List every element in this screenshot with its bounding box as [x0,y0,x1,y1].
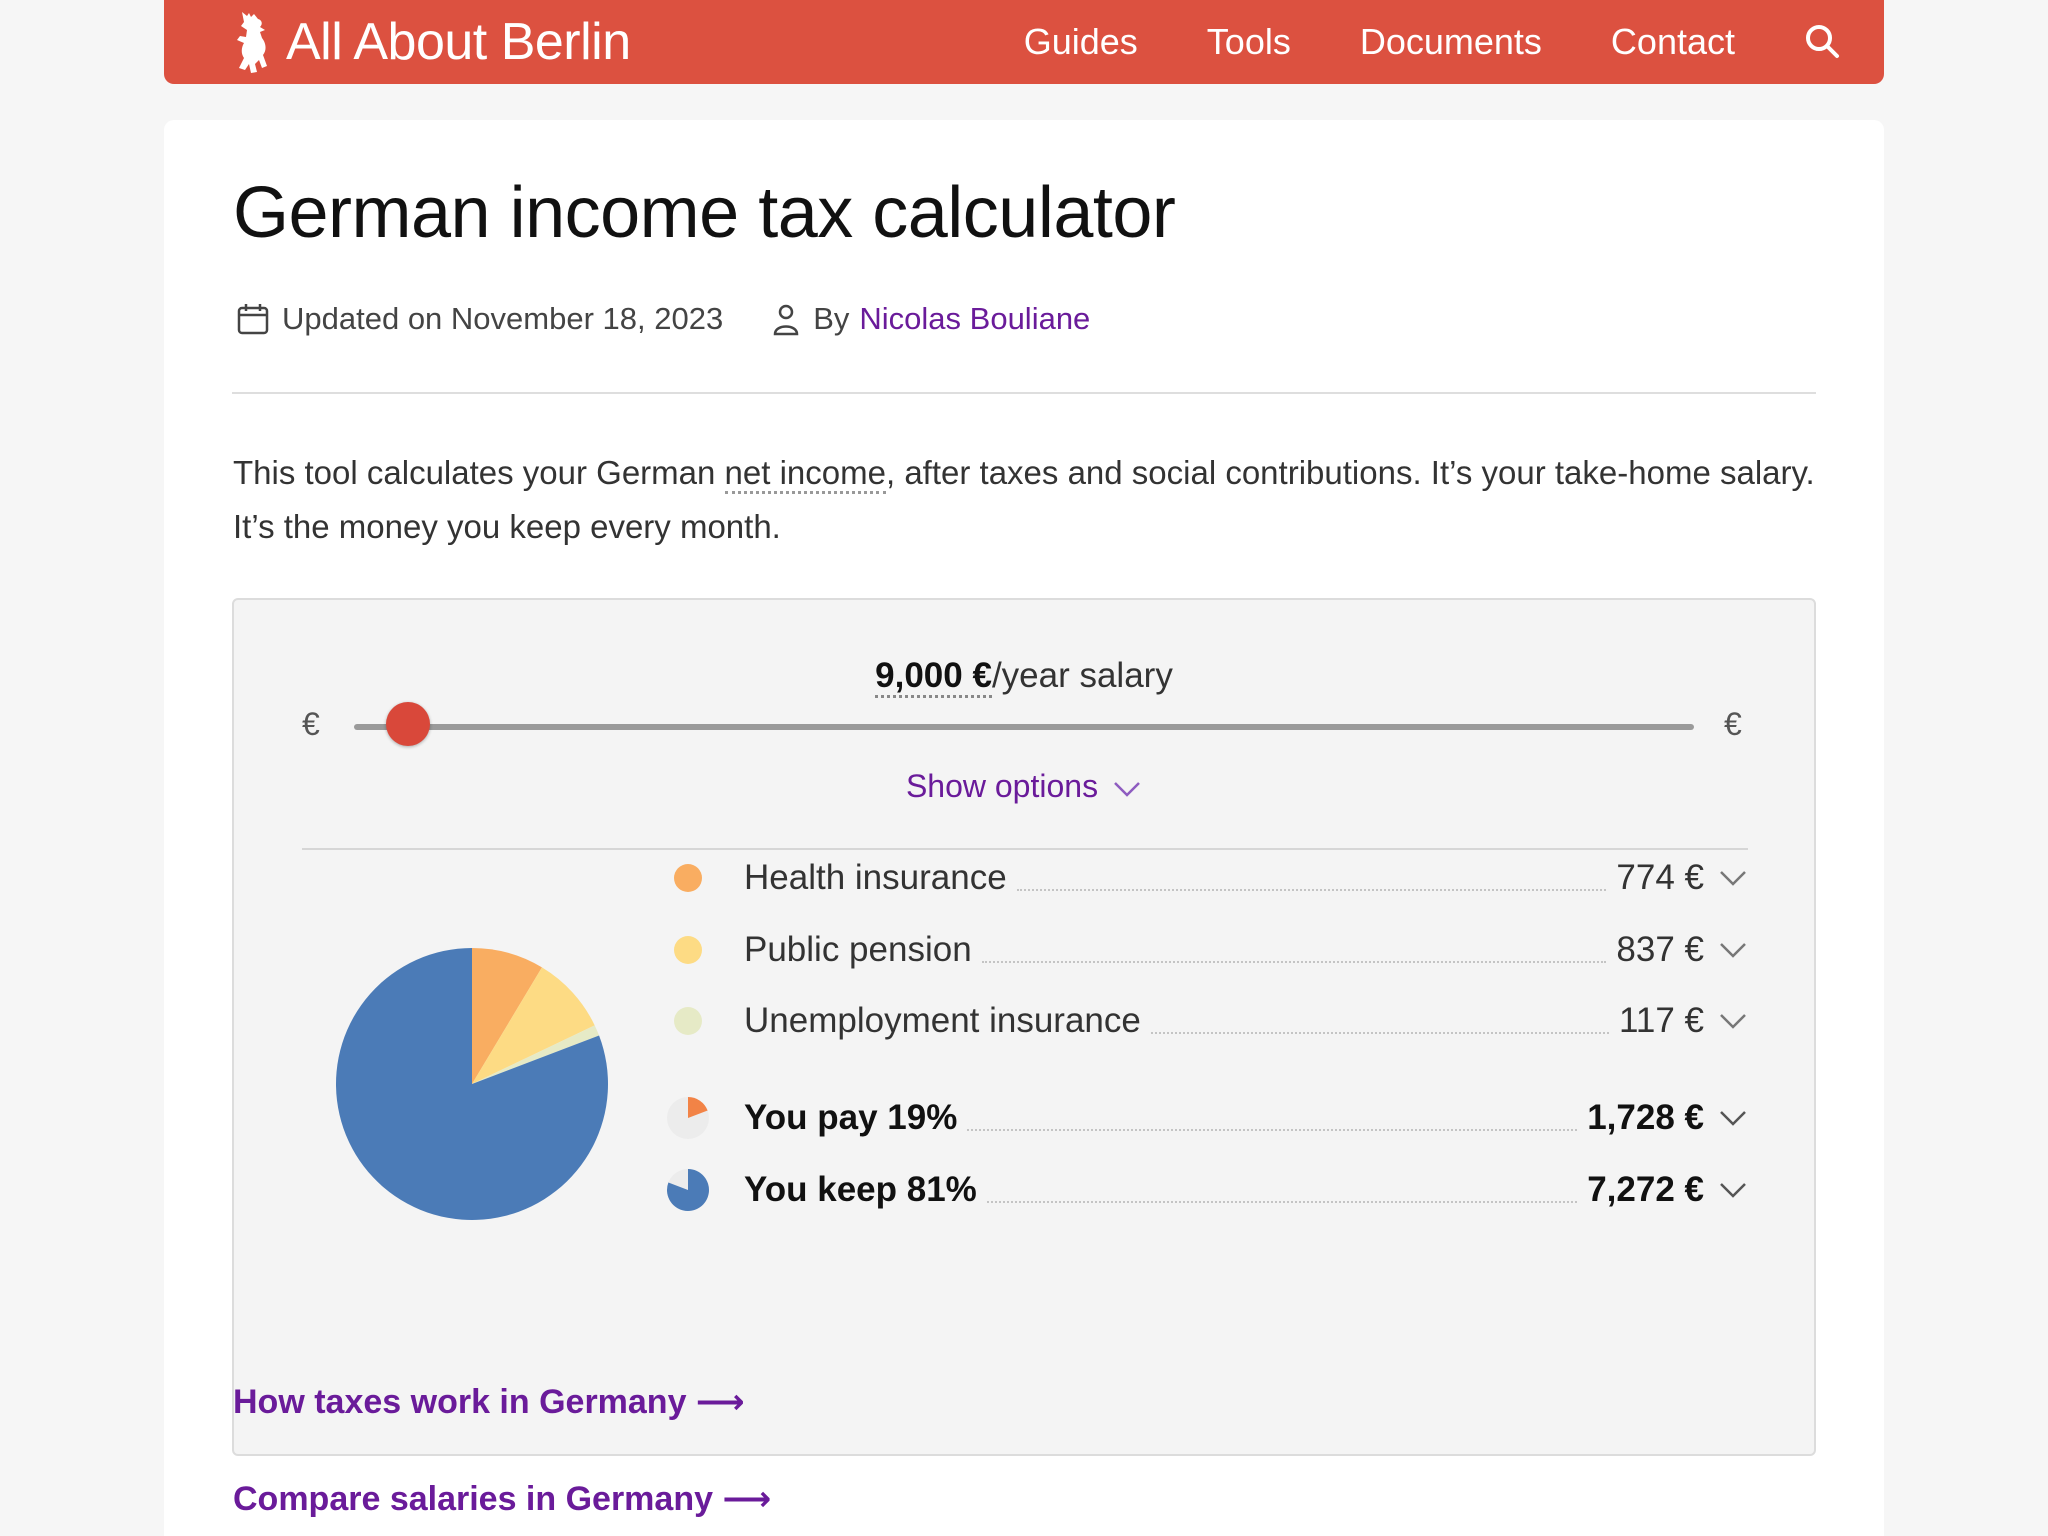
you-keep-label: You keep 81% [744,1170,977,1209]
by-label: By [813,301,850,336]
slider-min-currency: € [302,706,320,742]
how-taxes-work-link[interactable]: How taxes work in Germany ⟶ [233,1383,745,1421]
unemployment-insurance-value: 117 € [1619,1001,1704,1040]
intro-text-1: This tool calculates your German [233,454,725,491]
you-keep-pie-icon [667,1169,709,1211]
row-public-pension[interactable]: Public pension 837 € [674,922,1748,978]
user-icon [773,304,799,336]
pie-slice-public-pension [472,967,595,1084]
site-header: All About Berlin Guides Tools Documents … [164,0,1884,84]
updated-date: Updated on November 18, 2023 [282,301,724,336]
row-you-pay[interactable]: You pay 19% 1,728 € [667,1090,1748,1146]
salary-slider-track[interactable] [354,724,1694,730]
show-options-label: Show options [905,768,1099,804]
you-pay-value: 1,728 € [1587,1098,1704,1137]
mini-pie-slice [667,1169,709,1211]
chevron-down-icon[interactable] [1718,1109,1748,1127]
health-insurance-value: 774 € [1616,858,1704,897]
public-pension-dot [674,936,702,964]
chevron-down-icon[interactable] [1718,941,1748,959]
intro-paragraph: This tool calculates your German net inc… [233,446,1823,554]
berlin-bear-icon [237,12,267,73]
nav-documents[interactable]: Documents [1359,21,1542,62]
row-health-insurance[interactable]: Health insurance 774 € [674,850,1748,906]
unemployment-insurance-dot [674,1007,702,1035]
health-insurance-label: Health insurance [744,858,1007,897]
pie-slice-health-insurance [472,948,542,1084]
dot-leader [986,1177,1578,1203]
tax-calculator: 9,000 €/year salary € € Show options Hea… [232,598,1816,1456]
public-pension-value: 837 € [1616,930,1704,969]
nav-contact[interactable]: Contact [1610,21,1735,62]
dot-leader [1150,1008,1609,1034]
slider-max-currency: € [1724,706,1742,742]
health-insurance-dot [674,864,702,892]
dot-leader [967,1105,1578,1131]
row-unemployment-insurance[interactable]: Unemployment insurance 117 € [674,993,1748,1049]
compare-salaries-link[interactable]: Compare salaries in Germany ⟶ [233,1480,772,1518]
meta-divider [232,392,1816,394]
pie-slice-you-keep [336,948,608,1220]
intro-text-2: , after taxes and social contributions. … [233,454,1815,545]
main-nav: Guides Tools Documents Contact [1024,0,1844,84]
article-meta: Updated on November 18, 2023 By Nicolas … [236,294,1090,344]
unemployment-insurance-label: Unemployment insurance [744,1001,1141,1040]
chevron-down-icon[interactable] [1718,1181,1748,1199]
author-link[interactable]: Nicolas Bouliane [859,301,1091,336]
dot-leader [981,937,1607,963]
you-keep-value: 7,272 € [1587,1170,1704,1209]
nav-guides[interactable]: Guides [1023,21,1138,62]
mini-pie-slice [688,1097,708,1118]
salary-suffix: /year salary [991,656,1173,695]
chevron-down-icon[interactable] [1718,1012,1748,1030]
search-icon[interactable] [1802,21,1844,63]
calendar-icon [237,304,269,335]
salary-slider-thumb[interactable] [385,702,430,746]
chevron-down-icon [1114,781,1140,797]
salary-display: 9,000 €/year salary [234,656,1814,698]
site-logo[interactable]: All About Berlin [232,0,631,84]
salary-amount[interactable]: 9,000 € [875,656,992,698]
breakdown-pie-chart [336,948,608,1220]
site-name: All About Berlin [286,13,631,71]
pie-slice-unemployment-insurance [472,1025,600,1084]
calculator-divider [302,848,1748,850]
public-pension-label: Public pension [744,930,972,969]
row-you-keep[interactable]: You keep 81% 7,272 € [667,1162,1748,1218]
chevron-down-icon[interactable] [1718,869,1748,887]
you-pay-pie-icon [667,1097,709,1139]
article-card: German income tax calculator Updated on … [164,120,1884,1536]
you-pay-label: You pay 19% [744,1098,958,1137]
page-title: German income tax calculator [233,173,1176,253]
dot-leader [1016,865,1607,891]
show-options-toggle[interactable]: Show options [234,768,1814,805]
net-income-term[interactable]: net income [724,454,886,494]
nav-tools[interactable]: Tools [1206,21,1291,62]
